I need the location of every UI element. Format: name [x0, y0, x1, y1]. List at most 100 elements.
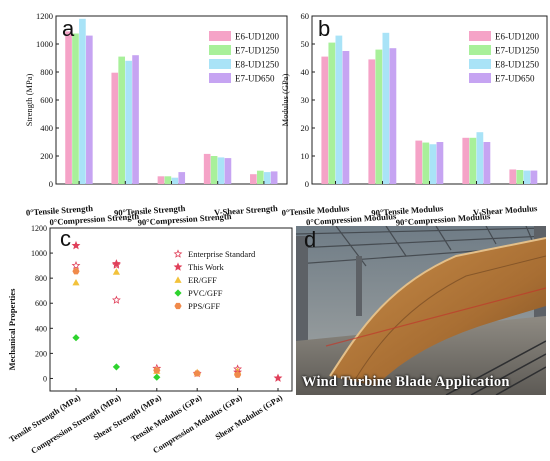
- legend-entry: E6-UD1200: [495, 32, 539, 42]
- data-point: [71, 240, 81, 250]
- bar: [483, 142, 491, 184]
- bar: [132, 55, 139, 185]
- y-tick-label: 1200: [31, 224, 47, 233]
- y-tick-label: 1000: [31, 249, 47, 258]
- bar: [171, 177, 179, 184]
- bar: [342, 51, 350, 184]
- plot-frame: [49, 227, 293, 392]
- data-point: [71, 260, 81, 270]
- y-tick-label: 0: [43, 374, 47, 383]
- bar: [516, 170, 524, 184]
- bar: [79, 18, 86, 184]
- legend-entry: E7-UD650: [235, 74, 275, 84]
- panel-label-d: d: [304, 227, 317, 252]
- bar: [157, 176, 165, 184]
- legend-entry: E8-UD1250: [495, 60, 539, 70]
- panel-label: a: [62, 16, 75, 41]
- data-point: [234, 371, 242, 378]
- legend-swatch: [469, 59, 491, 69]
- legend-entry: E8-UD1250: [235, 60, 279, 70]
- bar: [422, 142, 430, 184]
- x-tick-label: 0°Tensile Modulus: [281, 203, 350, 218]
- bar: [335, 35, 343, 184]
- y-tick-label: 0: [49, 179, 53, 189]
- bar: [523, 170, 531, 184]
- data-point: [72, 278, 80, 286]
- bar: [118, 56, 125, 184]
- y-tick-label: 600: [40, 95, 53, 105]
- bar: [389, 48, 397, 185]
- bar: [72, 33, 79, 184]
- x-tick-label: 90°Tensile Strength: [114, 203, 186, 218]
- bar: [125, 60, 132, 184]
- legend-swatch: [209, 59, 231, 69]
- y-tick-label: 30: [301, 95, 310, 105]
- data-point: [111, 295, 121, 304]
- bar: [224, 158, 232, 184]
- data-point: [193, 370, 201, 377]
- bar: [217, 157, 225, 184]
- y-tick-label: 40: [301, 67, 310, 77]
- x-tick-label: V-Shear Strength: [214, 203, 279, 217]
- bar: [509, 169, 517, 184]
- bar: [178, 172, 186, 184]
- x-tick-label: Shear Strength (MPa): [92, 393, 163, 442]
- data-point: [72, 268, 80, 275]
- legend-entry: This Work: [188, 262, 225, 272]
- chart-a: 0 200 400 600 800 1000 1200 Strength (MPa) 0°Ten…: [24, 11, 288, 228]
- x-tick-label: Shear Modulus (GPa): [214, 393, 285, 442]
- y-tick-label: 1000: [36, 39, 53, 49]
- factory-photo-illustration: [296, 226, 546, 395]
- data-point: [233, 364, 243, 373]
- data-point: [173, 262, 183, 271]
- bar: [469, 137, 477, 184]
- bar: [203, 153, 211, 184]
- data-point: [112, 363, 120, 371]
- bar: [530, 170, 538, 184]
- legend-swatch: [209, 31, 231, 41]
- bar: [263, 172, 271, 184]
- legend-swatch: [469, 31, 491, 41]
- bar: [65, 31, 72, 185]
- data-point: [111, 259, 121, 268]
- legend-entry: Enterprise Standard: [188, 249, 256, 259]
- legend-entry: E7-UD1250: [235, 46, 279, 56]
- y-tick-label: 1200: [36, 11, 53, 21]
- x-tick-label: V-Shear Modulus: [473, 203, 539, 218]
- data-point: [153, 373, 161, 381]
- y-tick-label: 10: [301, 151, 310, 161]
- bar: [250, 174, 257, 184]
- y-tick-label: 0: [305, 179, 309, 189]
- y-tick-label: 800: [35, 274, 47, 283]
- wind-turbine-blade-photo: d Wind Turbine Blade Application: [296, 226, 546, 395]
- bar: [368, 59, 376, 184]
- y-axis-label: Modulus (GPa): [280, 74, 290, 127]
- data-point: [153, 367, 161, 374]
- y-axis-label: Strength (MPa): [24, 74, 34, 127]
- bar: [436, 142, 444, 184]
- bar: [375, 49, 383, 184]
- bar: [328, 42, 336, 184]
- bar: [462, 137, 470, 184]
- bar: [210, 156, 218, 184]
- y-tick-label: 60: [301, 11, 310, 21]
- bar: [111, 72, 119, 184]
- panel-label: b: [318, 16, 330, 41]
- legend-swatch: [209, 45, 231, 55]
- y-tick-label: 400: [35, 324, 47, 333]
- legend-swatch: [469, 45, 491, 55]
- bar: [415, 140, 423, 184]
- x-tick-label: Tensile Strength (MPa): [8, 393, 83, 444]
- bar: [476, 132, 484, 184]
- bar: [270, 171, 278, 184]
- photo-caption: Wind Turbine Blade Application: [302, 374, 510, 390]
- x-tick-label: Tensile Modulus (GPa): [130, 393, 204, 444]
- y-tick-label: 20: [301, 123, 310, 133]
- y-axis-label: Mechanical Properties: [7, 288, 17, 370]
- legend-entry: ER/GFF: [188, 275, 217, 285]
- chart-c: 0 200 400 600 800 1000 1200 Mechanical Properti…: [7, 224, 293, 456]
- legend-entry: PVC/GFF: [188, 288, 223, 298]
- y-tick-label: 200: [40, 151, 53, 161]
- data-point: [273, 373, 283, 382]
- data-point: [173, 249, 183, 258]
